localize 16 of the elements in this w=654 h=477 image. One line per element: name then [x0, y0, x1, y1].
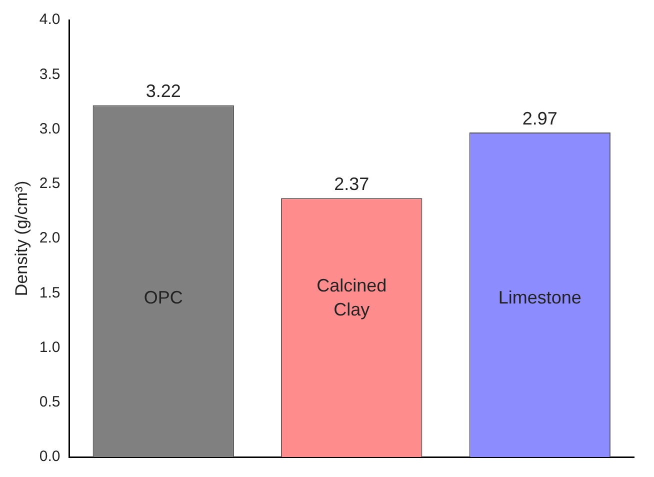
- x-tick-label: Calcined Clay: [316, 276, 387, 320]
- x-tick-label: OPC: [144, 288, 183, 308]
- y-tick-label: 3.5: [39, 66, 60, 83]
- y-tick-label: 4.0: [39, 11, 60, 28]
- y-tick-label: 1.5: [39, 284, 60, 302]
- y-tick-label: 3.0: [39, 120, 60, 138]
- data-label: 2.37: [334, 174, 370, 194]
- data-label: 2.97: [522, 108, 558, 128]
- y-tick-label: 0.5: [39, 394, 60, 411]
- y-tick-label: 1.0: [39, 338, 60, 356]
- y-tick-label: 2.5: [39, 175, 60, 192]
- data-label: 3.22: [146, 81, 181, 102]
- y-tick-label: 0.0: [39, 448, 60, 466]
- y-tick-label: 2.0: [39, 230, 60, 247]
- x-tick-label: Limestone: [498, 288, 582, 308]
- y-axis-title: Density (g/cm³): [12, 180, 31, 296]
